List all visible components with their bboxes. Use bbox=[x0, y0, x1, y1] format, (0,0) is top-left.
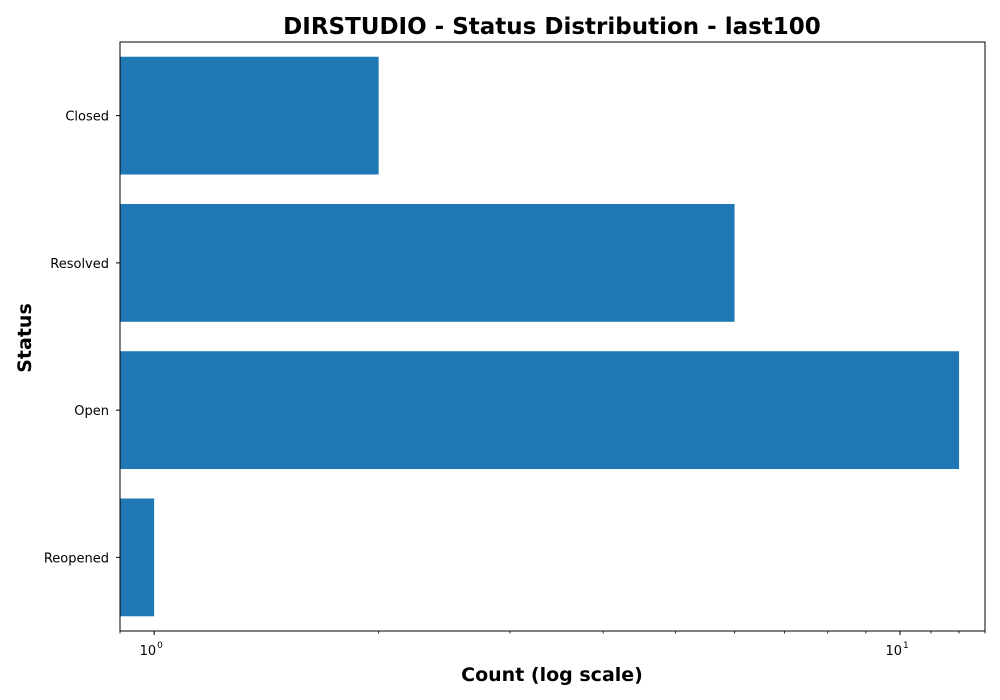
y-tick-label: Open bbox=[74, 404, 109, 419]
bar-reopened bbox=[120, 498, 154, 616]
x-tick-exponent: 1 bbox=[903, 641, 909, 651]
x-tick-base: 10 bbox=[885, 644, 902, 659]
y-ticks-layer: Closed Resolved Open Reopened bbox=[44, 110, 120, 567]
bar-open bbox=[120, 351, 959, 469]
bar-resolved bbox=[120, 204, 735, 322]
x-tick-label: 10 1 bbox=[885, 641, 908, 659]
y-tick-label: Reopened bbox=[44, 551, 109, 566]
x-axis-label: Count (log scale) bbox=[461, 664, 643, 686]
x-tick-label: 10 0 bbox=[140, 641, 164, 659]
x-tick-exponent: 0 bbox=[157, 641, 163, 651]
chart-title: DIRSTUDIO - Status Distribution - last10… bbox=[283, 14, 821, 40]
y-axis-label: Status bbox=[14, 303, 36, 373]
x-ticks-layer: 10 0 10 1 bbox=[120, 631, 985, 659]
bars-layer bbox=[120, 57, 959, 617]
y-tick-label: Closed bbox=[65, 110, 109, 125]
x-tick-base: 10 bbox=[140, 644, 157, 659]
y-tick-label: Resolved bbox=[50, 257, 109, 272]
bar-closed bbox=[120, 57, 379, 175]
